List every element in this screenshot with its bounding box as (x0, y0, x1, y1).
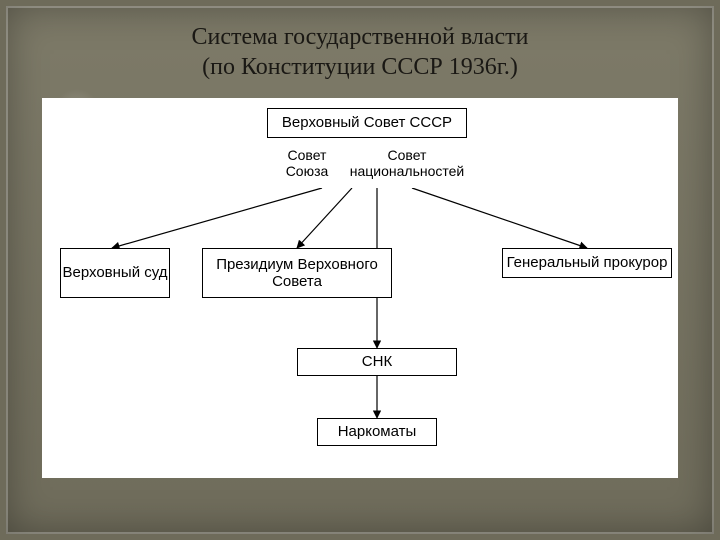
title-line-1: Система государственной власти (0, 22, 720, 52)
node-snk: СНК (297, 348, 457, 376)
diagram-canvas: Верховный Совет СССР Совет Союза Совет н… (42, 98, 678, 478)
edge (112, 188, 322, 248)
label: Генеральный прокурор (507, 254, 668, 271)
node-supreme-court: Верховный суд (60, 248, 170, 298)
edge (297, 188, 352, 248)
node-soviet-of-union: Совет Союза (267, 138, 347, 188)
edge (412, 188, 587, 248)
label: Верховный Совет СССР (282, 114, 452, 131)
node-soviet-of-nationalities: Совет национальностей (347, 138, 467, 188)
label: Президиум Верховного Совета (203, 256, 391, 291)
label: Совет Союза (267, 147, 347, 179)
label: Совет национальностей (347, 147, 467, 179)
node-narkomaty: Наркоматы (317, 418, 437, 446)
node-presidium: Президиум Верховного Совета (202, 248, 392, 298)
label: СНК (362, 353, 392, 370)
slide-title: Система государственной власти (по Конст… (0, 22, 720, 82)
label: Верховный суд (62, 264, 167, 281)
node-prosecutor-general: Генеральный прокурор (502, 248, 672, 278)
label: Наркоматы (338, 423, 417, 440)
node-supreme-soviet-title: Верховный Совет СССР (267, 108, 467, 138)
title-line-2: (по Конституции СССР 1936г.) (0, 52, 720, 82)
